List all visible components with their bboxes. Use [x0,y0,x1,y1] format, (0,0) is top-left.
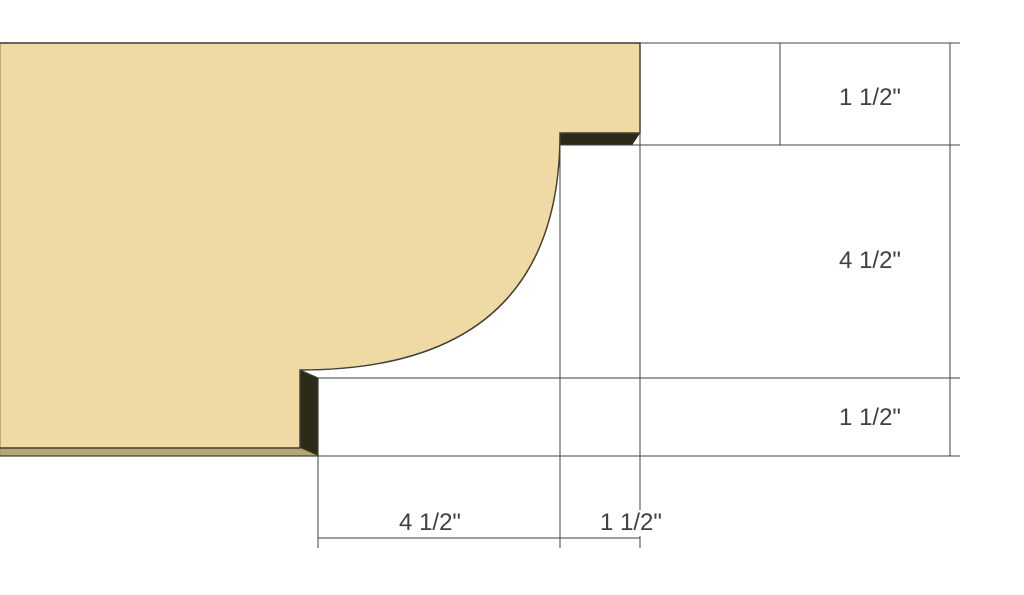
bevel-bottom-step [300,370,318,456]
dim-h-left-2: 4 1/2" [399,509,461,536]
bevel-bottom-edge [0,448,318,456]
dim-v-mid: 4 1/2" [839,247,901,274]
dimension-text-overlay: 4 1/2" 1 1/2" [399,509,662,536]
profile-diagram: 1 1/2" 4 1/2" 1 1/2" 4 1/2" 1 1/2" 4 1/2… [0,0,1024,595]
dim-v-top: 1 1/2" [839,84,901,111]
dim-h-right-2: 1 1/2" [600,509,662,536]
bevel-top-notch [560,133,640,145]
molding-face [0,43,640,448]
dim-v-bot: 1 1/2" [839,404,901,431]
